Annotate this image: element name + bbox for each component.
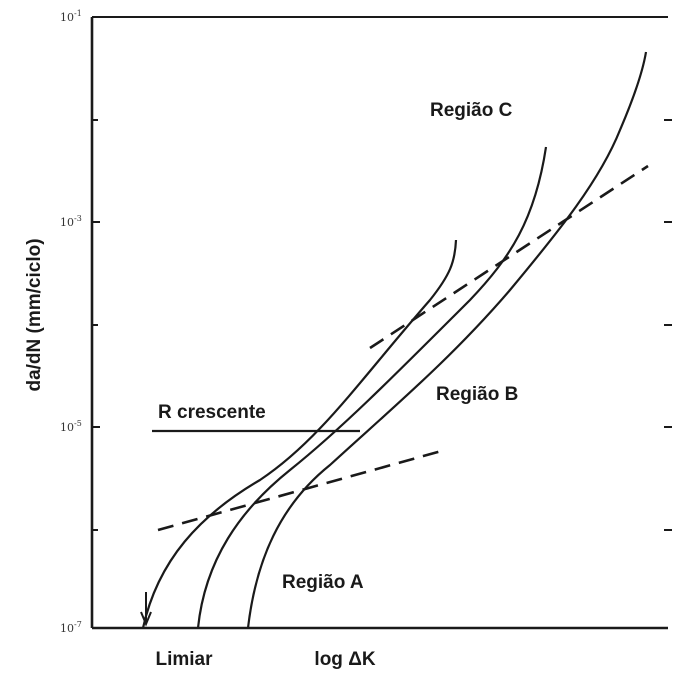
y-ticks-right xyxy=(664,119,672,531)
annotation-r-crescente: R crescente xyxy=(158,402,266,423)
dashed-fit-region-b xyxy=(369,164,649,350)
x-axis-label: log ΔK xyxy=(314,649,375,670)
y-tick-label-1e-1: 10-1 xyxy=(60,9,82,24)
curve-mid-r xyxy=(196,146,548,629)
curve-low-r xyxy=(246,51,648,629)
y-tick-label-1e-5: 10-5 xyxy=(60,419,82,434)
y-ticks-left xyxy=(92,16,100,531)
annotation-regiao-a: Região A xyxy=(282,572,364,593)
curve-high-r xyxy=(141,239,458,629)
y-axis-label: da/dN (mm/ciclo) xyxy=(24,238,45,391)
x-label-limiar: Limiar xyxy=(155,649,213,670)
annotation-regiao-b: Região B xyxy=(436,384,518,405)
y-tick-label-1e-3: 10-3 xyxy=(60,214,82,229)
y-tick-label-1e-7: 10-7 xyxy=(60,620,82,635)
annotation-regiao-c: Região C xyxy=(430,100,513,121)
